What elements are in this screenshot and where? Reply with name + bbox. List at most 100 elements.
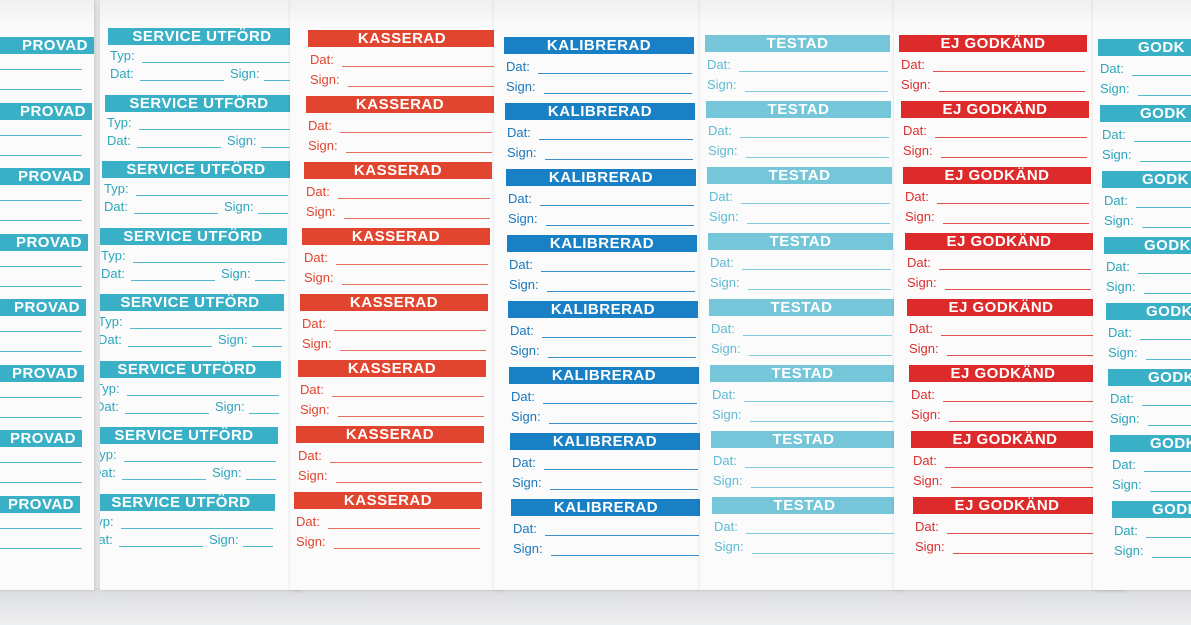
date-field-label: Dat:: [1114, 523, 1138, 538]
write-in-line: [0, 155, 82, 156]
write-in-line: [0, 462, 82, 463]
sign-field-label: Sign:: [1108, 345, 1138, 360]
date-field-label: Dat:: [710, 255, 734, 270]
status-tag-title: EJ GODKÄND: [911, 431, 1099, 448]
date-field-label: Dat:: [104, 199, 128, 214]
write-in-line: [546, 225, 694, 226]
status-tag-title: TESTAD: [709, 299, 894, 316]
write-in-line: [751, 487, 894, 488]
date-field-label: Dat:: [1112, 457, 1136, 472]
write-in-line: [1140, 161, 1191, 162]
status-tag-title: TESTAD: [711, 431, 896, 448]
write-in-line: [937, 203, 1089, 204]
sign-field-label: Sign:: [712, 407, 742, 422]
sign-field-label: Sign:: [1104, 213, 1134, 228]
status-tag-title: KASSERAD: [302, 228, 490, 245]
sign-field-label: Sign:: [296, 534, 326, 549]
sign-field-label: Sign:: [212, 465, 242, 480]
sign-field-label: Sign:: [907, 275, 937, 290]
sign-field-label: Sign:: [300, 402, 330, 417]
date-field-label: Dat:: [107, 133, 131, 148]
write-in-line: [740, 137, 889, 138]
date-field-label: Dat:: [911, 387, 935, 402]
write-in-line: [943, 223, 1089, 224]
status-tag-title: GODK: [1110, 435, 1191, 452]
date-field-label: Dat:: [1102, 127, 1126, 142]
write-in-line: [121, 528, 273, 529]
status-tag-title: KASSERAD: [306, 96, 494, 113]
status-tag-title: GODK: [1104, 237, 1191, 254]
date-field-label: Dat:: [101, 266, 125, 281]
write-in-line: [743, 335, 892, 336]
write-in-line: [334, 330, 486, 331]
write-in-line: [745, 91, 888, 92]
status-tag-title: TESTAD: [710, 365, 895, 382]
write-in-line: [140, 80, 224, 81]
date-field-label: Dat:: [903, 123, 927, 138]
sign-field-label: Sign:: [1102, 147, 1132, 162]
write-in-line: [255, 280, 285, 281]
write-in-line: [1152, 557, 1191, 558]
write-in-line: [741, 203, 890, 204]
write-in-line: [336, 264, 488, 265]
write-in-line: [939, 91, 1085, 92]
write-in-line: [0, 220, 82, 221]
type-field-label: Typ:: [107, 115, 132, 130]
date-field-label: Dat:: [1110, 391, 1134, 406]
write-in-line: [752, 553, 895, 554]
date-field-label: Dat:: [296, 514, 320, 529]
write-in-line: [1146, 359, 1191, 360]
type-field-label: Typ:: [100, 381, 120, 396]
write-in-line: [258, 213, 288, 214]
write-in-line: [1136, 207, 1191, 208]
sign-field-label: Sign:: [1112, 477, 1142, 492]
write-in-line: [0, 89, 82, 90]
write-in-line: [0, 286, 82, 287]
write-in-line: [1132, 75, 1191, 76]
date-field-label: Dat:: [302, 316, 326, 331]
status-tag-title: SERVICE UTFÖRD: [100, 427, 278, 444]
status-tag-title: KASSERAD: [294, 492, 482, 509]
status-tag-title: PROVAD: [0, 299, 86, 316]
write-in-line: [346, 152, 492, 153]
write-in-line: [538, 73, 692, 74]
date-field-label: Dat:: [308, 118, 332, 133]
date-field-label: Dat:: [110, 66, 134, 81]
date-field-label: Dat:: [905, 189, 929, 204]
status-tag-title: KALIBRERAD: [508, 301, 698, 318]
write-in-line: [539, 139, 693, 140]
status-tag-title: KASSERAD: [300, 294, 488, 311]
status-tag-title: KASSERAD: [296, 426, 484, 443]
sign-field-label: Sign:: [711, 341, 741, 356]
date-field-label: Dat:: [1100, 61, 1124, 76]
write-in-line: [544, 93, 692, 94]
sign-field-label: Sign:: [911, 407, 941, 422]
date-field-label: Dat:: [506, 59, 530, 74]
status-tag-title: EJ GODKÄND: [913, 497, 1101, 514]
write-in-line: [127, 395, 279, 396]
date-field-label: Dat:: [512, 455, 536, 470]
write-in-line: [945, 289, 1091, 290]
status-tag-title: GODK: [1112, 501, 1191, 518]
write-in-line: [131, 280, 215, 281]
write-in-line: [338, 198, 490, 199]
write-in-line: [750, 421, 893, 422]
write-in-line: [128, 346, 212, 347]
write-in-line: [1140, 339, 1191, 340]
sign-field-label: Sign:: [909, 341, 939, 356]
date-field-label: Dat:: [712, 387, 736, 402]
status-tag-title: TESTAD: [706, 101, 891, 118]
write-in-line: [0, 200, 82, 201]
write-in-line: [746, 533, 895, 534]
write-in-line: [334, 548, 480, 549]
status-tag-title: EJ GODKÄND: [903, 167, 1091, 184]
write-in-line: [130, 328, 282, 329]
date-field-label: Dat:: [298, 448, 322, 463]
write-in-line: [1150, 491, 1191, 492]
write-in-line: [543, 403, 697, 404]
write-in-line: [0, 351, 82, 352]
status-tag-title: KALIBRERAD: [509, 367, 699, 384]
sign-field-label: Sign:: [512, 475, 542, 490]
write-in-line: [0, 528, 82, 529]
